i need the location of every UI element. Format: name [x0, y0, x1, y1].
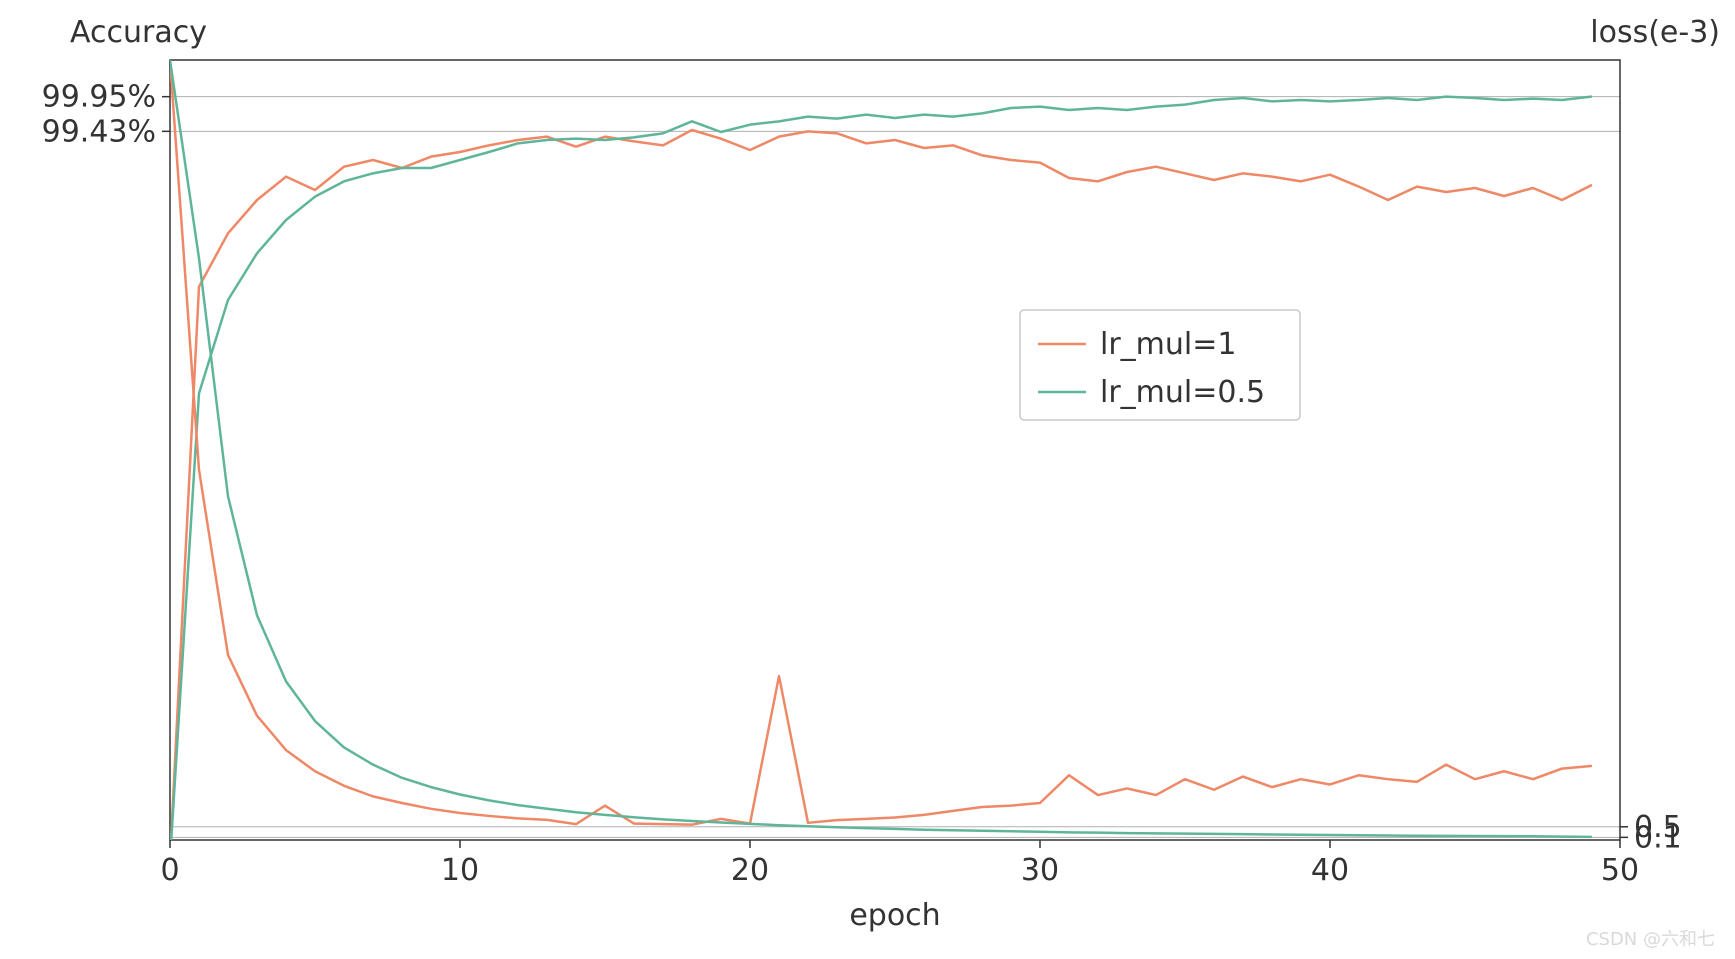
legend-label: lr_mul=0.5 [1100, 375, 1265, 410]
x-tick-label: 50 [1601, 853, 1639, 888]
x-tick-label: 10 [441, 853, 479, 888]
yright-axis-label: loss(e-3) [1590, 15, 1720, 50]
chart-container: 01020304050epoch99.43%99.95%Accuracy0.10… [0, 0, 1735, 959]
x-tick-label: 30 [1021, 853, 1059, 888]
yright-tick-label: 0.5 [1634, 810, 1682, 845]
yleft-tick-label: 99.43% [42, 114, 156, 149]
plot-frame [170, 60, 1620, 840]
series-acc_lr05 [170, 97, 1591, 860]
line-chart: 01020304050epoch99.43%99.95%Accuracy0.10… [0, 0, 1735, 959]
x-axis-label: epoch [849, 898, 940, 933]
x-tick-label: 40 [1311, 853, 1349, 888]
yleft-axis-label: Accuracy [70, 15, 207, 50]
watermark: CSDN @六和七 [1586, 929, 1715, 950]
x-tick-label: 20 [731, 853, 769, 888]
yleft-tick-label: 99.95% [42, 80, 156, 115]
x-tick-label: 0 [160, 853, 179, 888]
legend-label: lr_mul=1 [1100, 327, 1236, 362]
series-loss_lr05 [170, 60, 1591, 837]
series-acc_lr1 [170, 130, 1591, 860]
series-loss_lr1 [170, 60, 1591, 825]
